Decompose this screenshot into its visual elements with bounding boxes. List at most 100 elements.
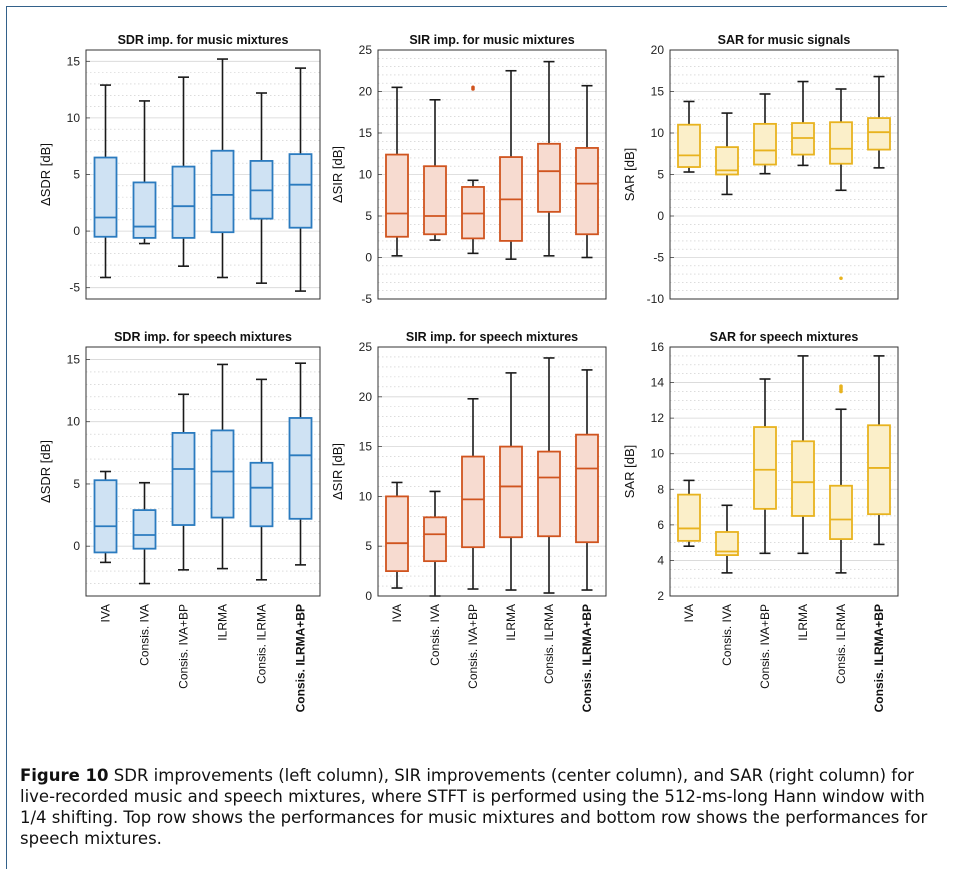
box-iqr — [288, 417, 313, 520]
y-tick-label: 5 — [365, 539, 372, 553]
y-axis-label: ΔSIR [dB] — [330, 443, 345, 500]
y-tick-label: 2 — [657, 589, 664, 603]
box-2 — [132, 481, 157, 585]
box-iqr — [288, 153, 313, 229]
y-tick-label: 15 — [67, 352, 81, 366]
x-tick-label: IVA — [99, 604, 113, 622]
y-tick-label: 5 — [73, 477, 80, 491]
box-iqr — [537, 450, 561, 538]
x-tick-label: ILRMA — [504, 604, 518, 641]
outlier-point — [839, 384, 843, 388]
chart-5: 0 5 10 15 20 25 SIR imp. for speech mixtures ΔS… — [330, 330, 607, 712]
chart-2: -5 0 5 10 15 20 25 SIR imp. for music mixtures Δ… — [330, 33, 607, 306]
box-1 — [385, 481, 409, 589]
box-iqr — [867, 424, 891, 516]
caption-text: SDR improvements (left column), SIR impr… — [20, 766, 928, 848]
figure-10-boxplots: -5 0 5 10 15 SDR imp. for music mixtures ΔSDR … — [38, 33, 899, 712]
x-tick-label: Consis. IVA+BP — [177, 604, 191, 689]
x-tick-label: Consis. ILRMA+BP — [872, 604, 886, 712]
box-1 — [93, 84, 118, 279]
box-iqr — [715, 146, 739, 176]
outlier-point — [471, 85, 475, 90]
box-1 — [677, 100, 701, 173]
y-tick-label: 5 — [365, 209, 372, 223]
axis-border — [669, 346, 899, 597]
box-3 — [171, 393, 196, 571]
box-1 — [93, 470, 118, 564]
y-tick-label: 0 — [365, 251, 372, 265]
box-1 — [385, 86, 409, 257]
y-tick-label: 25 — [359, 43, 373, 57]
box-6 — [575, 84, 599, 259]
box-2 — [715, 504, 739, 574]
axis-border — [377, 346, 607, 597]
box-5 — [249, 92, 274, 284]
x-tick-label: ILRMA — [216, 604, 230, 641]
box-2 — [423, 99, 447, 241]
chart-title: SAR for music signals — [718, 33, 851, 47]
y-tick-label: -5 — [653, 251, 664, 265]
box-4 — [210, 363, 235, 570]
box-iqr — [423, 165, 447, 236]
x-tick-label: Consis. ILRMA — [255, 604, 269, 684]
box-1 — [677, 479, 701, 548]
y-tick-label: 0 — [73, 224, 80, 238]
y-tick-label: -10 — [647, 292, 665, 306]
y-axis-label: ΔSIR [dB] — [330, 146, 345, 203]
box-4 — [791, 80, 815, 167]
box-3 — [753, 378, 777, 555]
chart-3: -10 -5 0 5 10 15 20 SAR for music signals SAR [d… — [622, 33, 899, 306]
box-iqr — [171, 432, 196, 526]
y-tick-label: -5 — [69, 281, 80, 295]
y-tick-label: 20 — [359, 85, 373, 99]
box-iqr — [132, 181, 157, 239]
y-tick-label: 15 — [67, 54, 81, 68]
x-tick-label: Consis. ILRMA — [542, 604, 556, 684]
box-iqr — [829, 121, 853, 165]
caption-label: Figure 10 — [20, 766, 109, 785]
box-iqr — [132, 509, 157, 550]
y-tick-label: -5 — [361, 292, 372, 306]
box-5 — [537, 357, 561, 594]
box-4 — [499, 372, 523, 591]
x-tick-label: IVA — [682, 604, 696, 622]
axis-border — [669, 49, 899, 300]
y-tick-label: 12 — [651, 411, 665, 425]
y-tick-label: 15 — [651, 85, 665, 99]
box-iqr — [575, 433, 599, 544]
box-3 — [461, 85, 485, 255]
y-tick-label: 8 — [657, 482, 664, 496]
box-iqr — [867, 117, 891, 151]
box-iqr — [829, 484, 853, 540]
x-tick-label: ILRMA — [796, 604, 810, 641]
box-iqr — [210, 149, 235, 234]
box-5 — [537, 60, 561, 257]
box-3 — [753, 93, 777, 175]
chart-title: SDR imp. for music mixtures — [118, 33, 289, 47]
chart-4: 0 5 10 15 SDR imp. for speech mixtures ΔSDR [… — [38, 330, 321, 712]
box-iqr — [385, 495, 409, 572]
box-iqr — [93, 479, 118, 554]
box-iqr — [791, 440, 815, 517]
y-tick-label: 10 — [359, 489, 373, 503]
y-tick-label: 15 — [359, 440, 373, 454]
x-tick-label: Consis. ILRMA+BP — [294, 604, 308, 712]
y-tick-label: 14 — [651, 376, 665, 390]
box-2 — [423, 490, 447, 597]
box-iqr — [93, 156, 118, 238]
x-tick-label: Consis. ILRMA+BP — [580, 604, 594, 712]
y-axis-label: ΔSDR [dB] — [38, 440, 53, 503]
y-tick-label: 0 — [73, 539, 80, 553]
chart-1: -5 0 5 10 15 SDR imp. for music mixtures ΔSDR … — [38, 33, 321, 300]
box-2 — [715, 112, 739, 196]
box-6 — [288, 67, 313, 292]
box-iqr — [677, 493, 701, 542]
outlier-point — [839, 276, 843, 281]
box-3 — [171, 76, 196, 267]
y-tick-label: 16 — [651, 340, 665, 354]
box-iqr — [753, 122, 777, 166]
y-tick-label: 10 — [651, 126, 665, 140]
box-iqr — [677, 123, 701, 168]
box-iqr — [575, 147, 599, 236]
box-iqr — [461, 455, 485, 549]
